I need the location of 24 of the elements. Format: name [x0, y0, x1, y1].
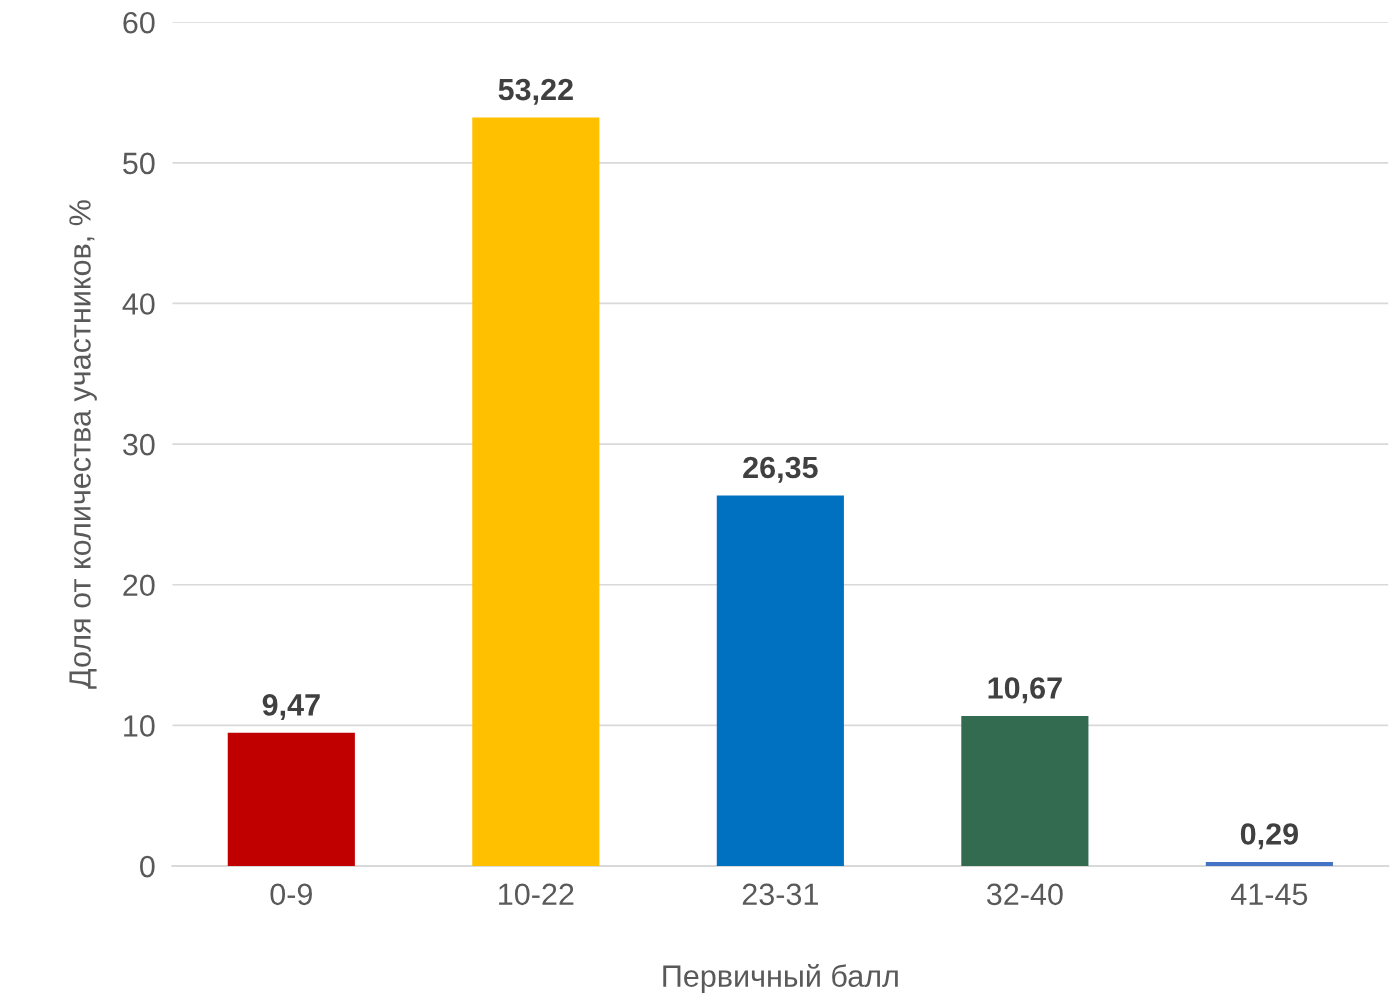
- x-tick-label: 10-22: [499, 883, 574, 906]
- y-tick-label: 30: [123, 433, 155, 456]
- data-label: 53,22: [498, 78, 573, 105]
- y-tick-label: 0: [140, 855, 155, 878]
- x-tick-label: 32-40: [986, 883, 1063, 906]
- x-axis-title: Первичный балл: [663, 963, 898, 993]
- x-tick-label: 41-45: [1231, 883, 1308, 906]
- y-tick-label: 50: [123, 152, 155, 175]
- x-tick-label: 23-31: [742, 883, 818, 906]
- data-label: 9,47: [262, 694, 320, 721]
- data-label: 10,67: [988, 677, 1062, 704]
- x-tick-label: 0-9: [270, 883, 312, 906]
- y-tick-label: 10: [124, 715, 155, 737]
- data-label: 0,29: [1240, 823, 1298, 850]
- y-axis-title: Доля от количества участников, %: [69, 200, 97, 689]
- bar: [961, 715, 1089, 867]
- bar: [472, 117, 600, 867]
- bar: [227, 732, 355, 867]
- bar: [716, 495, 844, 867]
- y-tick-label: 40: [122, 293, 155, 315]
- data-label: 26,35: [743, 456, 818, 483]
- bar: [1205, 861, 1333, 867]
- y-tick-label: 60: [123, 11, 155, 34]
- y-tick-label: 20: [123, 574, 155, 597]
